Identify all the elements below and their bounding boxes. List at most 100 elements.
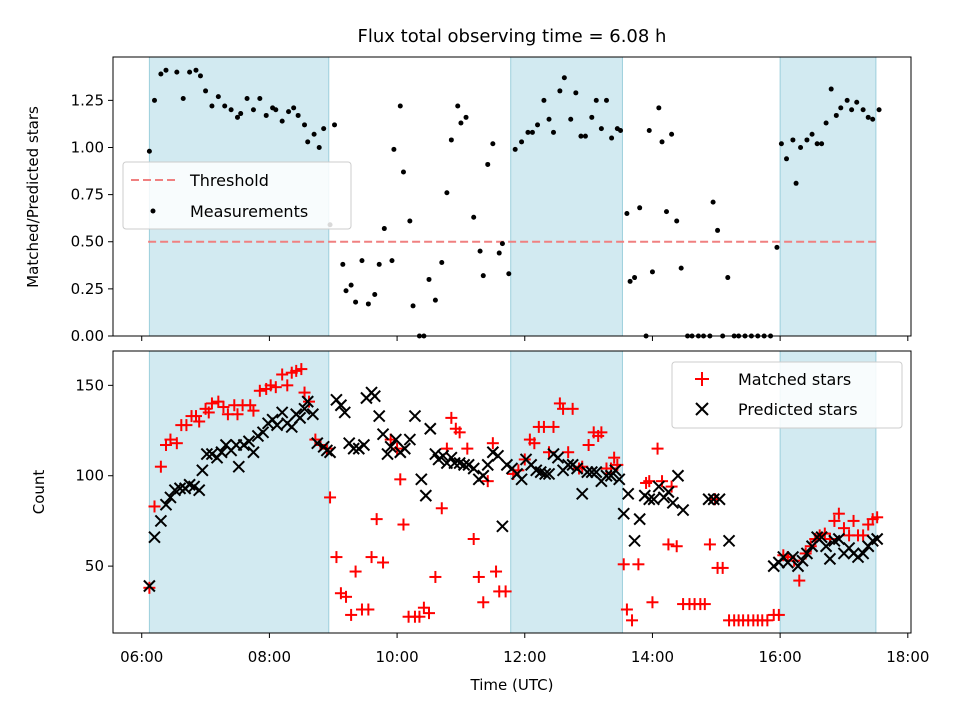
- measurement-point: [663, 209, 669, 215]
- measurement-point: [710, 199, 716, 205]
- predicted-star-point: [633, 512, 646, 526]
- matched-star-point: [202, 406, 215, 419]
- matched-star-point: [164, 433, 177, 446]
- measurement-point: [480, 273, 486, 279]
- measurement-point: [669, 131, 675, 137]
- predicted-star-point: [805, 540, 819, 553]
- matched-star-point: [345, 608, 358, 621]
- measurement-point: [340, 261, 346, 267]
- predicted-star-point: [376, 427, 390, 441]
- predicted-star-point: [707, 493, 720, 506]
- measurement-point: [519, 139, 525, 145]
- predicted-star-point: [819, 540, 833, 553]
- matched-star-point: [595, 426, 608, 439]
- predicted-star-point: [551, 451, 565, 464]
- measurement-point: [557, 88, 563, 94]
- measurement-point: [506, 271, 512, 277]
- measurement-point: [778, 141, 784, 147]
- matched-star-point: [309, 433, 322, 446]
- predicted-star-point: [159, 498, 173, 511]
- measurement-point: [649, 269, 655, 275]
- predicted-star-point: [647, 493, 660, 506]
- measurement-point: [365, 301, 371, 307]
- predicted-star-point: [815, 530, 828, 544]
- measurement-point: [798, 144, 804, 150]
- matched-star-point: [143, 581, 156, 594]
- matched-star-point: [193, 415, 206, 428]
- measurement-point: [529, 129, 535, 135]
- measurement-point: [257, 95, 263, 101]
- predicted-star-point: [496, 520, 509, 533]
- predicted-star-point: [357, 438, 371, 452]
- predicted-star-point: [311, 436, 324, 450]
- predicted-star-point: [196, 464, 209, 477]
- measurement-point: [439, 259, 445, 265]
- y-tick-label: 0.75: [71, 186, 104, 204]
- matched-star-point: [617, 558, 630, 571]
- predicted-star-point: [398, 442, 411, 455]
- measurement-point: [279, 118, 285, 124]
- bottom-legend-box: [671, 361, 903, 429]
- predicted-star-point: [786, 550, 800, 564]
- matched-star-point: [269, 381, 282, 394]
- measurement-point: [603, 97, 609, 103]
- matched-star-point: [298, 386, 311, 399]
- top-legend-box: [122, 161, 352, 230]
- matched-star-point: [394, 473, 407, 486]
- matched-star-point: [445, 411, 458, 424]
- matched-star-point: [472, 570, 485, 583]
- x-tick-label: 16:00: [759, 648, 802, 666]
- matched-star-point: [365, 551, 378, 564]
- matched-star-point: [698, 598, 711, 611]
- matched-star-point: [582, 439, 595, 451]
- predicted-star-point: [301, 395, 314, 408]
- matched-star-point: [453, 426, 466, 439]
- bottom-y-axis-label: Count: [30, 470, 48, 515]
- predicted-star-point: [154, 514, 168, 528]
- y-tick-label: 100: [75, 467, 104, 485]
- predicted-star-point: [481, 458, 494, 472]
- predicted-star-point: [800, 547, 814, 560]
- measurement-point: [295, 112, 301, 118]
- predicted-star-point: [368, 389, 381, 403]
- measurement-point: [854, 99, 860, 105]
- top-plot: 0.00 0.25 0.50 0.75 1.00 1.25 Flux total obse…: [24, 26, 912, 345]
- measurement-point: [444, 190, 450, 196]
- measurement-point: [632, 275, 638, 281]
- matched-star-point: [665, 480, 678, 493]
- matched-star-point: [662, 538, 675, 551]
- predicted-star-point: [823, 552, 837, 566]
- y-tick-label: 1.00: [71, 138, 104, 156]
- measurement-point: [784, 156, 790, 162]
- predicted-star-point: [585, 465, 599, 479]
- measurement-point: [582, 133, 588, 139]
- predicted-star-point: [722, 534, 736, 548]
- measurement-point: [389, 258, 395, 264]
- top-plot-frame: [112, 56, 912, 337]
- matched-star-point: [528, 437, 541, 450]
- predicted-star-point: [419, 489, 433, 502]
- legend-matched-label: Matched stars: [738, 370, 851, 389]
- measurement-point: [618, 128, 624, 134]
- measurement-point: [573, 90, 579, 96]
- predicted-star-point: [143, 579, 156, 593]
- y-tick-label: 0.00: [71, 327, 104, 345]
- measurement-point: [193, 67, 199, 73]
- measurement-point: [844, 97, 850, 103]
- measurement-point: [316, 144, 322, 150]
- matched-star-point: [423, 607, 436, 620]
- measurement-point: [209, 103, 215, 109]
- measurement-point: [400, 169, 406, 175]
- legend-measurements-swatch: [150, 208, 156, 214]
- measurement-point: [244, 95, 250, 101]
- predicted-star-point: [275, 406, 289, 419]
- matched-star-point: [832, 507, 845, 520]
- matched-star-point: [276, 368, 289, 381]
- measurement-point: [291, 105, 297, 111]
- matched-star-point: [417, 601, 430, 614]
- matched-star-point: [837, 522, 850, 535]
- measurement-point: [490, 141, 496, 147]
- measurement-point: [174, 69, 180, 75]
- predicted-star-point: [662, 485, 675, 499]
- measurement-point: [273, 107, 279, 113]
